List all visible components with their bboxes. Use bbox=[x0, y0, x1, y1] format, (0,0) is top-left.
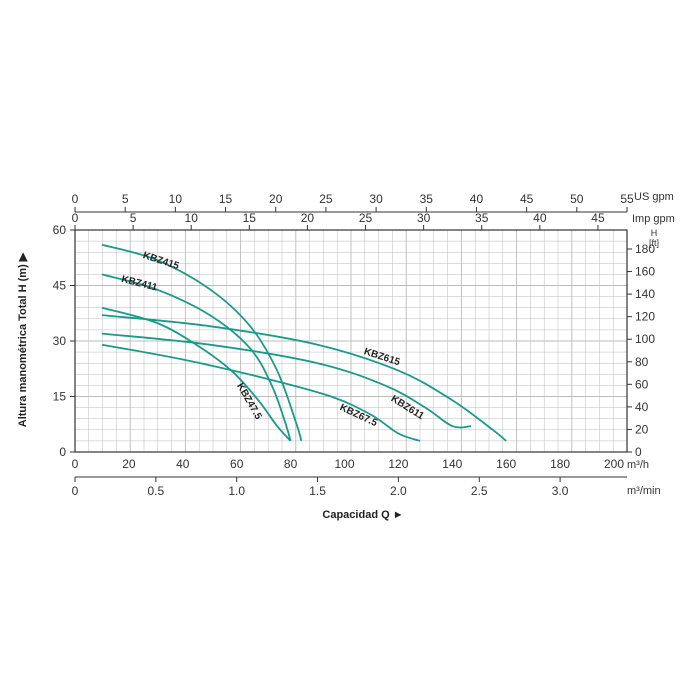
us-gpm-tick-label: 15 bbox=[219, 192, 233, 206]
flow-m3h-tick-label: 80 bbox=[284, 457, 298, 471]
m3min-tick-label: 2.5 bbox=[471, 484, 488, 498]
imp-gpm-tick-label: 40 bbox=[533, 211, 547, 225]
m3min-tick-label: 2.0 bbox=[390, 484, 407, 498]
ft-unit-top: H bbox=[651, 228, 658, 238]
curve-kbz415 bbox=[101, 243, 303, 442]
imp-gpm-unit: Imp gpm bbox=[632, 213, 675, 225]
us-gpm-tick-label: 0 bbox=[72, 192, 79, 206]
head-ft-tick-label: 180 bbox=[635, 242, 655, 256]
x-axis-label: Capacidad Q ► bbox=[322, 509, 403, 521]
flow-m3h-tick-label: 160 bbox=[496, 457, 516, 471]
y-axis-label: Altura manométrica Total H (m) ▶ bbox=[17, 252, 29, 427]
flow-m3h-tick-label: 120 bbox=[388, 457, 408, 471]
us-gpm-tick-label: 10 bbox=[169, 192, 183, 206]
m3min-tick-label: 3.0 bbox=[552, 484, 569, 498]
us-gpm-tick-label: 25 bbox=[319, 192, 333, 206]
us-gpm-tick-label: 5 bbox=[122, 192, 129, 206]
curve-label-kbz611: KBZ611 bbox=[389, 393, 426, 422]
head-ft-tick-label: 60 bbox=[635, 377, 649, 391]
m3min-tick-label: 1.0 bbox=[228, 484, 245, 498]
curve-kbz411 bbox=[101, 273, 292, 442]
head-m-tick-label: 60 bbox=[53, 223, 67, 237]
imp-gpm-tick-label: 25 bbox=[359, 211, 373, 225]
head-m-tick-label: 15 bbox=[53, 390, 67, 404]
curve-kbz611 bbox=[101, 332, 472, 429]
imp-gpm-tick-label: 45 bbox=[591, 211, 605, 225]
head-m-tick-label: 30 bbox=[53, 334, 67, 348]
imp-gpm-tick-label: 5 bbox=[130, 211, 137, 225]
imp-gpm-tick-label: 35 bbox=[475, 211, 489, 225]
curve-kbz67-5 bbox=[101, 343, 421, 442]
imp-gpm-tick-label: 10 bbox=[185, 211, 199, 225]
us-gpm-tick-label: 35 bbox=[420, 192, 434, 206]
curve-label-kbz411: KBZ411 bbox=[120, 274, 159, 294]
head-ft-tick-label: 40 bbox=[635, 400, 649, 414]
us-gpm-tick-label: 20 bbox=[269, 192, 283, 206]
us-gpm-tick-label: 55 bbox=[620, 192, 634, 206]
head-ft-tick-label: 100 bbox=[635, 332, 655, 346]
head-ft-tick-label: 140 bbox=[635, 287, 655, 301]
flow-m3h-tick-label: 200 bbox=[604, 457, 624, 471]
flow-m3h-tick-label: 140 bbox=[442, 457, 462, 471]
flow-m3h-tick-label: 100 bbox=[334, 457, 354, 471]
flow-m3h-tick-label: 60 bbox=[230, 457, 244, 471]
head-ft-tick-label: 160 bbox=[635, 265, 655, 279]
curve-label-kbz67-5: KBZ67.5 bbox=[338, 402, 379, 429]
ft-unit: [ft] bbox=[649, 238, 659, 248]
m3min-tick-label: 0.5 bbox=[148, 484, 165, 498]
flow-m3h-tick-label: 0 bbox=[72, 457, 79, 471]
flow-m3h-tick-label: 40 bbox=[176, 457, 190, 471]
curve-label-kbz415: KBZ415 bbox=[141, 250, 180, 272]
m3min-tick-label: 1.5 bbox=[309, 484, 326, 498]
performance-curves bbox=[101, 243, 507, 442]
grid bbox=[74, 229, 628, 453]
head-ft-tick-label: 120 bbox=[635, 310, 655, 324]
us-gpm-tick-label: 50 bbox=[570, 192, 584, 206]
imp-gpm-tick-label: 30 bbox=[417, 211, 431, 225]
m3h-unit: m³/h bbox=[627, 459, 649, 471]
us-gpm-tick-label: 45 bbox=[520, 192, 534, 206]
flow-m3h-tick-label: 180 bbox=[550, 457, 570, 471]
m3min-unit: m³/min bbox=[627, 485, 661, 497]
imp-gpm-tick-label: 15 bbox=[243, 211, 257, 225]
head-ft-tick-label: 20 bbox=[635, 422, 649, 436]
head-m-tick-label: 0 bbox=[59, 445, 66, 459]
imp-gpm-tick-label: 20 bbox=[301, 211, 315, 225]
us-gpm-unit: US gpm bbox=[634, 191, 674, 203]
imp-gpm-tick-label: 0 bbox=[72, 211, 79, 225]
curve-kbz615 bbox=[101, 314, 507, 442]
axes: 0 5 10 15 20 25 30 35 40 45 50 55 0 5 10 15 20 25 30 35 40 45… bbox=[53, 192, 656, 498]
us-gpm-tick-label: 30 bbox=[369, 192, 383, 206]
flow-m3h-tick-label: 20 bbox=[122, 457, 136, 471]
head-ft-tick-label: 80 bbox=[635, 355, 649, 369]
us-gpm-tick-label: 40 bbox=[470, 192, 484, 206]
head-m-tick-label: 45 bbox=[53, 279, 67, 293]
head-ft-tick-label: 0 bbox=[635, 445, 642, 459]
m3min-tick-label: 0 bbox=[72, 484, 79, 498]
